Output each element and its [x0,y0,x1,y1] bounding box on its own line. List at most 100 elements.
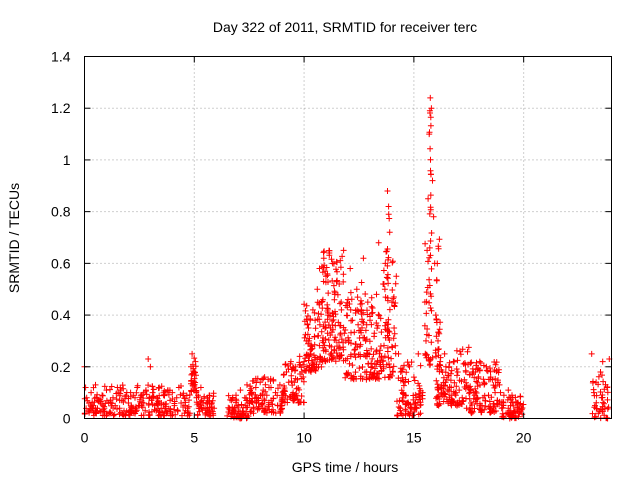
data-point [345,296,351,303]
data-point [340,346,347,353]
y-tick-label: 1 [63,152,71,168]
data-point [107,410,114,417]
data-point [293,392,300,399]
data-point [164,387,171,394]
data-point [478,402,485,409]
data-point [381,374,388,381]
data-point [421,322,428,329]
data-point [487,374,494,381]
data-point [315,310,322,317]
data-point [147,363,154,370]
data-point [151,402,158,409]
data-point [390,335,397,342]
data-point [368,294,375,301]
data-point [321,342,328,349]
data-point [132,405,139,412]
data-point [352,369,359,376]
data-point [600,378,607,385]
data-point [211,405,218,412]
data-point [257,379,264,386]
data-point [332,322,339,329]
data-point [496,381,503,388]
data-point [133,389,140,396]
data-point [500,392,507,399]
data-point [465,384,472,391]
data-point [353,286,360,293]
data-point [315,363,322,370]
data-point [320,249,327,256]
data-point [439,389,445,396]
data-point [422,240,429,247]
data-point [145,356,152,362]
data-point [389,258,396,265]
data-point [445,372,451,379]
data-point [368,345,375,352]
data-point [288,372,295,379]
data-point [154,394,160,401]
data-point [595,373,602,380]
data-point [433,395,439,402]
data-point [148,408,155,415]
data-point [428,265,435,272]
data-point [408,359,415,366]
data-point [427,238,434,244]
data-point [441,350,448,357]
data-point [114,406,120,412]
data-point [296,386,303,393]
data-point [438,390,445,397]
data-point [351,350,358,357]
data-point [191,387,197,394]
data-point [197,384,204,391]
data-point [454,400,461,407]
data-point [395,350,402,357]
data-point [426,299,433,306]
data-point [467,360,474,367]
data-point [268,397,275,404]
data-point [371,370,378,377]
data-point [346,360,353,367]
data-point [304,321,311,327]
y-tick-label: 0 [63,411,71,427]
data-point [287,358,294,365]
data-point [468,400,474,406]
data-point [423,337,429,344]
data-point [314,286,321,293]
data-point [433,276,440,283]
data-point [281,399,288,406]
data-point [326,252,333,259]
data-point [435,384,442,391]
data-point [471,374,478,381]
data-point [247,383,254,390]
data-point [339,253,346,260]
data-point [224,412,231,419]
data-point [388,343,395,350]
data-point [404,400,411,406]
data-point [507,402,514,409]
data-point [384,188,391,194]
data-point [390,369,396,375]
data-point [318,328,325,335]
data-point [312,325,319,332]
data-point [454,369,461,375]
data-point [312,367,319,374]
data-point [434,386,441,393]
data-point [416,382,423,389]
data-point [598,394,605,401]
data-point [592,402,598,409]
data-point [186,397,192,404]
data-point [344,312,351,319]
y-tick-label: 0.4 [51,307,71,323]
data-point [336,281,343,287]
data-point [604,396,611,403]
data-point [191,369,198,375]
data-point [331,337,338,343]
data-point [449,397,456,404]
data-point [358,297,364,304]
y-tick-label: 0.8 [51,204,71,220]
data-point [410,374,417,381]
data-point [373,347,380,354]
data-point [368,321,375,328]
data-point [125,400,132,406]
data-point [419,389,426,396]
data-point [254,375,261,382]
